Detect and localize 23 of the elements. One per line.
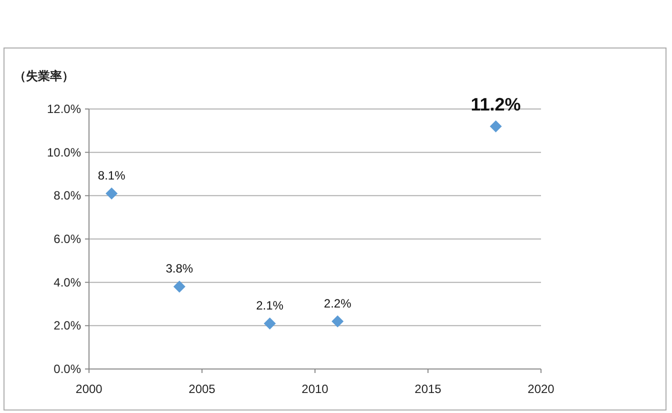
y-axis-title: （失業率） — [14, 69, 74, 83]
y-tick-label: 2.0% — [54, 318, 82, 333]
y-tick-label: 4.0% — [54, 275, 82, 290]
x-tick-label: 2020 — [528, 382, 555, 396]
data-label: 2.1% — [256, 298, 284, 312]
point — [106, 188, 118, 200]
data-label: 2.2% — [324, 296, 352, 310]
point — [173, 280, 186, 293]
y-tick-label: 6.0% — [54, 232, 82, 246]
y-tick-label: 12.0% — [46, 102, 82, 116]
point — [264, 318, 276, 330]
y-tick-label: 10.0% — [46, 145, 82, 160]
x-tick-label: 2015 — [414, 382, 442, 396]
point — [332, 315, 344, 328]
data-label: 3.8% — [166, 262, 194, 276]
point — [490, 120, 502, 132]
y-tick-label: 0.0% — [54, 362, 82, 376]
data-label: 8.1% — [98, 168, 126, 182]
x-tick-label: 2005 — [188, 382, 216, 396]
x-tick-label: 2010 — [302, 382, 329, 396]
data-label: 11.2% — [470, 94, 521, 114]
x-tick-label: 2000 — [76, 382, 103, 396]
y-tick-label: 8.0% — [54, 188, 82, 203]
